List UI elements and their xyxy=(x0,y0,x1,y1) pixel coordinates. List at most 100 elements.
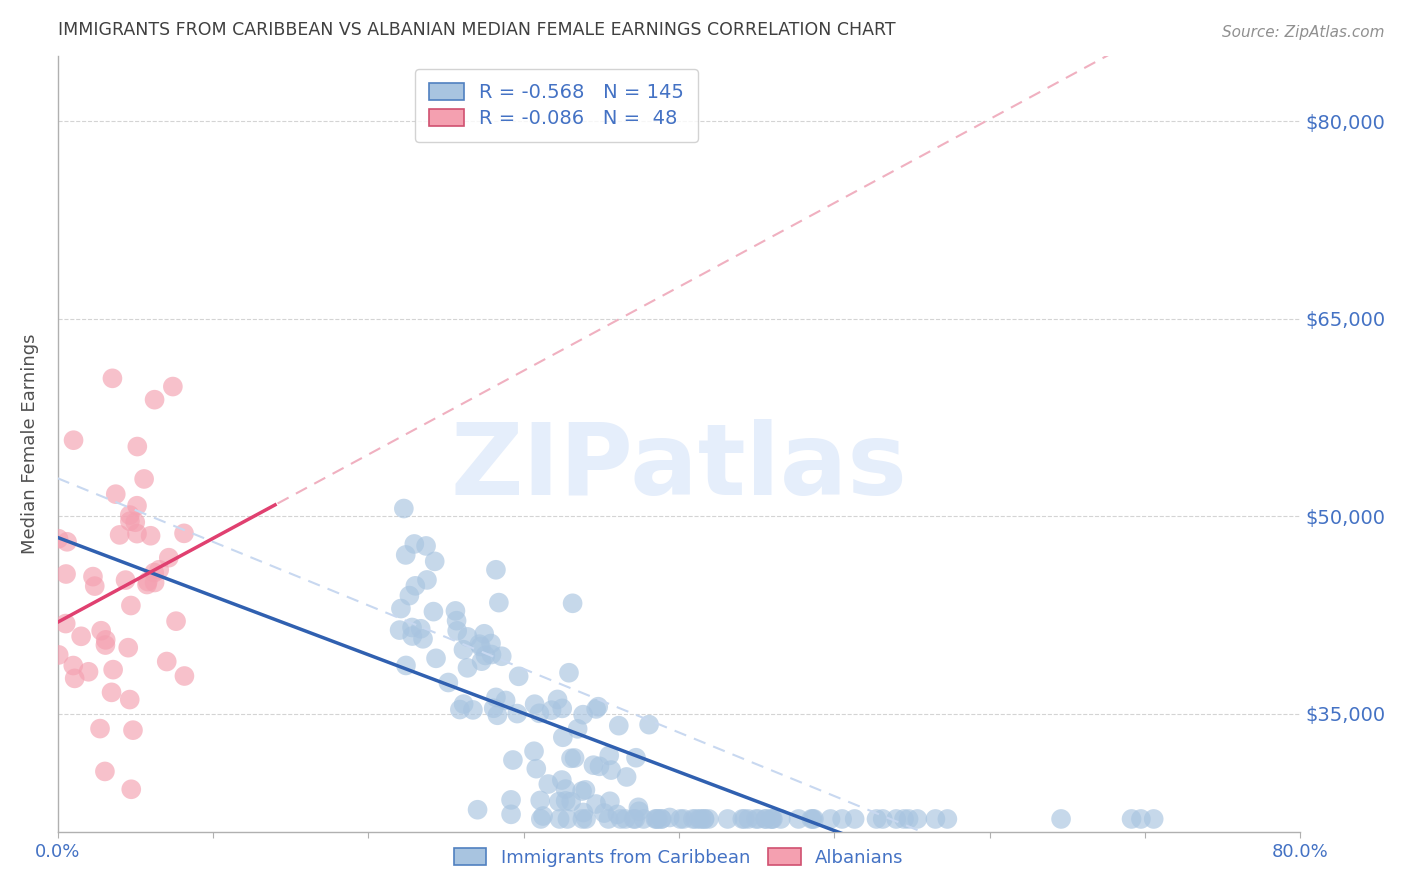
Point xyxy=(499,793,522,807)
Point xyxy=(688,812,710,826)
Point xyxy=(461,703,484,717)
Point xyxy=(669,812,692,826)
Point xyxy=(124,515,146,529)
Point xyxy=(560,795,582,809)
Point xyxy=(94,632,117,647)
Point xyxy=(143,575,166,590)
Point xyxy=(89,722,111,736)
Point xyxy=(831,812,853,826)
Point xyxy=(872,812,894,826)
Point xyxy=(468,637,491,651)
Point xyxy=(485,690,508,705)
Point xyxy=(389,601,412,615)
Point xyxy=(502,753,524,767)
Point xyxy=(548,812,571,826)
Point xyxy=(755,812,778,826)
Point xyxy=(395,658,418,673)
Point xyxy=(627,800,650,814)
Point xyxy=(800,812,823,826)
Point xyxy=(90,624,112,638)
Point xyxy=(560,751,582,765)
Point xyxy=(118,692,141,706)
Point xyxy=(693,812,716,826)
Point xyxy=(588,759,610,773)
Point xyxy=(647,812,669,826)
Point xyxy=(1121,812,1143,826)
Point xyxy=(134,472,156,486)
Point xyxy=(423,554,446,568)
Point xyxy=(55,566,77,581)
Point xyxy=(157,550,180,565)
Point xyxy=(143,566,166,580)
Point xyxy=(693,812,716,826)
Point xyxy=(586,699,609,714)
Point xyxy=(425,651,447,665)
Point xyxy=(474,648,496,663)
Point xyxy=(122,723,145,738)
Y-axis label: Median Female Earnings: Median Female Earnings xyxy=(21,334,39,554)
Point xyxy=(598,748,620,763)
Point xyxy=(117,640,139,655)
Point xyxy=(609,812,631,826)
Point xyxy=(820,812,842,826)
Point xyxy=(633,812,655,826)
Point xyxy=(82,569,104,583)
Point xyxy=(401,629,423,643)
Point xyxy=(479,636,502,650)
Point xyxy=(437,675,460,690)
Point xyxy=(690,812,713,826)
Point xyxy=(118,508,141,522)
Point xyxy=(650,812,672,826)
Text: IMMIGRANTS FROM CARIBBEAN VS ALBANIAN MEDIAN FEMALE EARNINGS CORRELATION CHART: IMMIGRANTS FROM CARIBBEAN VS ALBANIAN ME… xyxy=(58,21,896,39)
Point xyxy=(530,812,553,826)
Point xyxy=(572,707,595,722)
Point xyxy=(745,812,768,826)
Point xyxy=(101,663,124,677)
Point xyxy=(48,532,70,546)
Point xyxy=(499,807,522,822)
Point xyxy=(523,697,546,711)
Point xyxy=(803,812,825,826)
Point xyxy=(508,669,530,683)
Point xyxy=(506,706,529,721)
Point xyxy=(453,642,475,657)
Point xyxy=(585,797,607,811)
Point xyxy=(108,528,131,542)
Point xyxy=(651,812,673,826)
Point xyxy=(644,812,666,826)
Point xyxy=(55,616,77,631)
Legend: Immigrants from Caribbean, Albanians: Immigrants from Caribbean, Albanians xyxy=(443,838,915,878)
Point xyxy=(571,812,593,826)
Point xyxy=(540,703,562,717)
Point xyxy=(524,762,547,776)
Point xyxy=(623,812,645,826)
Point xyxy=(401,620,423,634)
Point xyxy=(551,772,574,787)
Point xyxy=(551,701,574,715)
Point xyxy=(801,812,824,826)
Point xyxy=(523,744,546,758)
Point xyxy=(156,655,179,669)
Point xyxy=(593,806,616,821)
Point xyxy=(936,812,959,826)
Point xyxy=(395,548,418,562)
Point xyxy=(481,648,503,662)
Point xyxy=(471,654,494,668)
Point xyxy=(127,440,149,454)
Point xyxy=(607,719,630,733)
Point xyxy=(1143,812,1166,826)
Point xyxy=(470,640,492,654)
Point xyxy=(582,758,605,772)
Point xyxy=(114,573,136,587)
Point xyxy=(467,803,489,817)
Point xyxy=(755,812,778,826)
Point xyxy=(104,487,127,501)
Point xyxy=(547,692,569,706)
Point xyxy=(761,812,783,826)
Point xyxy=(624,750,647,764)
Point xyxy=(136,574,159,589)
Point xyxy=(575,812,598,826)
Point xyxy=(787,812,810,826)
Point xyxy=(120,599,142,613)
Point xyxy=(645,812,668,826)
